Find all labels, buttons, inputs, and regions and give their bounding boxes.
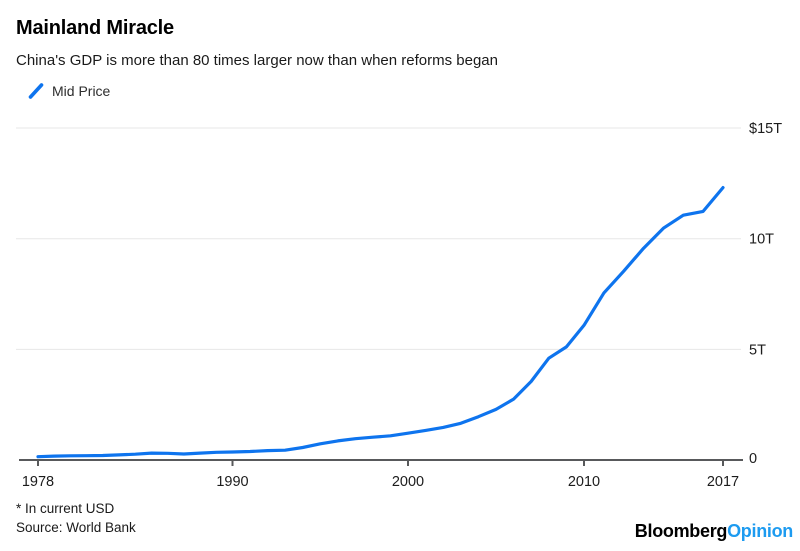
legend: Mid Price xyxy=(28,83,110,99)
bloomberg-opinion-logo: BloombergOpinion xyxy=(634,521,794,542)
footnote-block: * In current USD Source: World Bank xyxy=(16,499,136,537)
x-axis-tick-label: 1978 xyxy=(22,474,54,490)
y-axis-tick-label: 0 xyxy=(749,451,757,467)
x-axis-tick-label: 2017 xyxy=(707,474,739,490)
chart-subtitle: China's GDP is more than 80 times larger… xyxy=(16,52,498,69)
y-axis-tick-label: 10T xyxy=(749,232,774,248)
y-axis-tick-label: 5T xyxy=(749,342,766,358)
y-axis-tick-label: $15T xyxy=(749,121,782,137)
x-axis-tick-label: 2000 xyxy=(392,474,424,490)
gdp-line-series xyxy=(36,186,725,459)
logo-opinion-text: Opinion xyxy=(727,521,793,541)
logo-bloomberg-text: Bloomberg xyxy=(634,521,728,541)
legend-label: Mid Price xyxy=(52,83,111,99)
x-axis-tick-label: 2010 xyxy=(568,474,600,490)
footnote-text: * In current USD xyxy=(16,501,115,516)
legend-line-swatch-icon xyxy=(28,83,44,99)
x-axis-tick-label: 1990 xyxy=(216,474,248,490)
chart-title: Mainland Miracle xyxy=(16,17,174,39)
source-text: Source: World Bank xyxy=(16,520,136,535)
